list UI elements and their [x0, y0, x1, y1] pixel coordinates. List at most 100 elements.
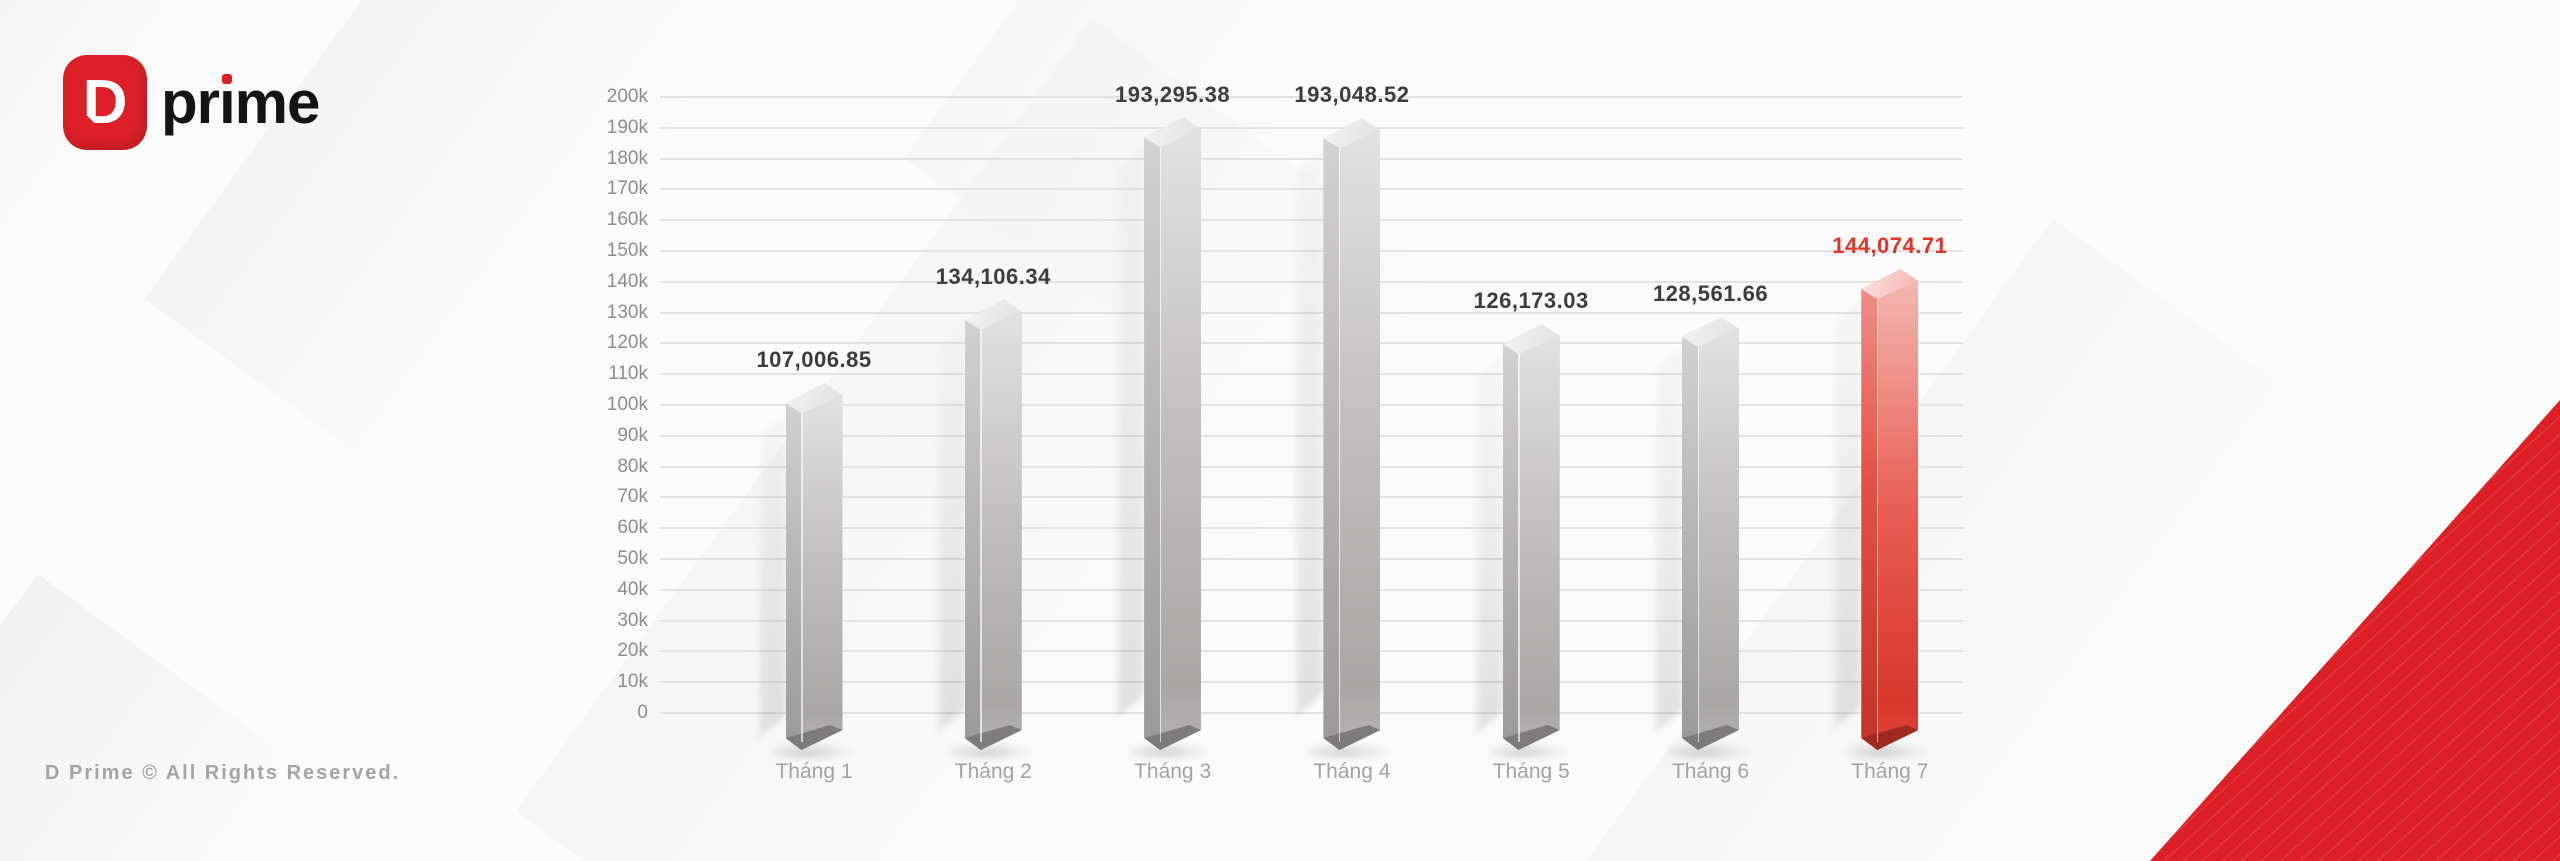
wordmark-part: me [234, 68, 321, 136]
bar-front-face [1877, 281, 1919, 750]
bar-shadow-decoration [1835, 299, 1862, 728]
bar-value-label: 193,295.38 [1115, 81, 1231, 107]
y-axis-tick-label: 20k [617, 640, 648, 662]
y-axis-tick-label: 100k [606, 394, 648, 415]
bar-value-label: 128,561.66 [1652, 281, 1769, 307]
bar [759, 383, 858, 762]
gridline [660, 404, 1963, 406]
bar-highlighted [1835, 269, 1934, 762]
gridline [660, 619, 1963, 622]
bar-ground-shadow-decoration [771, 741, 858, 762]
gridline [660, 588, 1963, 591]
gridline [660, 465, 1963, 468]
wordmark-i-with-red-dot: ı [219, 68, 236, 136]
bar-shadow-decoration [1297, 148, 1324, 716]
bar-value-label: 193,048.52 [1294, 82, 1410, 108]
y-axis-tick-label: 160k [606, 209, 648, 231]
bar [1297, 118, 1396, 762]
bar-value-label: 126,173.03 [1473, 288, 1589, 314]
bar [1656, 317, 1754, 762]
bar-shadow-decoration [1118, 147, 1145, 716]
bar-shadow-decoration [1476, 354, 1503, 733]
gridline [660, 188, 1963, 191]
gridline [660, 527, 1963, 530]
x-axis-category-label: Tháng 1 [775, 760, 853, 783]
x-axis-category-label: Tháng 6 [1671, 760, 1750, 783]
y-axis-tick-label: 90k [617, 424, 648, 446]
gridline [660, 712, 1963, 714]
x-axis-category-label: Tháng 5 [1492, 760, 1570, 783]
bar-front-face [1698, 329, 1739, 750]
bar-shadow-decoration [1656, 347, 1682, 732]
gridline [660, 342, 1963, 345]
x-axis-category-label: Tháng 7 [1851, 760, 1929, 783]
bar-left-face [964, 319, 981, 750]
bar-front-face [980, 311, 1022, 750]
logo-letter: D [82, 68, 128, 137]
y-axis-tick-label: 180k [606, 147, 648, 169]
bar-edge-highlight [1338, 148, 1341, 742]
bar-left-face [1144, 137, 1161, 750]
bar [1476, 324, 1575, 762]
gridline [660, 558, 1963, 560]
gridline [660, 157, 1963, 160]
bar-value-label: 144,074.71 [1832, 233, 1948, 259]
y-axis-tick-label: 110k [608, 363, 648, 385]
y-axis-tick-label: 150k [606, 240, 648, 261]
bar-left-face [785, 403, 802, 750]
bar-value-label: 134,106.34 [935, 263, 1051, 289]
bar-ground-shadow-decoration [950, 741, 1037, 762]
gridline [660, 434, 1963, 437]
bar-ground-shadow-decoration [1309, 741, 1396, 762]
x-axis-category-label: Tháng 4 [1313, 760, 1391, 783]
wordmark: prıme [161, 68, 320, 136]
bar-front-face [1518, 336, 1560, 750]
y-axis-tick-label: 140k [606, 270, 648, 292]
wordmark-part: pr [161, 68, 220, 136]
bar-left-face [1323, 138, 1340, 750]
bar-left-face [1502, 344, 1519, 750]
gridline [660, 126, 1963, 129]
bar-edge-highlight [801, 413, 803, 742]
bar [938, 299, 1037, 762]
y-axis-tick-label: 170k [606, 178, 648, 200]
brand-logo: D prıme [63, 55, 320, 150]
gridline [660, 496, 1963, 499]
gridline [660, 373, 1963, 376]
bar [1118, 117, 1217, 762]
bar-edge-highlight [1876, 299, 1879, 742]
bar-ground-shadow-decoration [1130, 741, 1217, 762]
gridline [660, 650, 1963, 653]
bar-ground-shadow-decoration [1847, 741, 1934, 762]
bar-front-face [801, 395, 843, 750]
gridline [660, 311, 1963, 314]
bar-left-face [1861, 289, 1878, 750]
gridline [660, 219, 1963, 222]
bar-edge-highlight [1159, 147, 1162, 742]
bar-edge-highlight [1697, 347, 1699, 742]
y-axis-tick-label: 200k [606, 86, 648, 107]
y-axis-tick-label: 40k [617, 578, 648, 600]
bar-shadow-decoration [759, 413, 786, 737]
bar-ground-shadow-decoration [1488, 741, 1575, 762]
y-axis-tick-label: 120k [606, 332, 648, 354]
gridline [660, 250, 1963, 252]
y-axis-tick-label: 30k [617, 609, 648, 631]
y-axis-tick-label: 60k [617, 517, 648, 539]
y-axis-tick-label: 50k [617, 548, 648, 569]
bar-front-face [1339, 130, 1381, 750]
x-axis-category-label: Tháng 2 [954, 760, 1032, 783]
y-axis-tick-label: 80k [617, 455, 648, 477]
bar-edge-highlight [1518, 354, 1520, 742]
bar-left-face [1682, 337, 1698, 750]
bar-edge-highlight [980, 329, 982, 742]
bar-front-face [1160, 129, 1202, 750]
footer-copyright: D Prime © All Rights Reserved. [45, 762, 401, 784]
gridline [660, 681, 1963, 684]
y-axis-tick-label: 10k [617, 671, 648, 693]
y-axis-tick-label: 190k [606, 116, 648, 138]
y-axis-tick-label: 0 [637, 702, 648, 723]
y-axis-tick-label: 130k [606, 301, 648, 323]
